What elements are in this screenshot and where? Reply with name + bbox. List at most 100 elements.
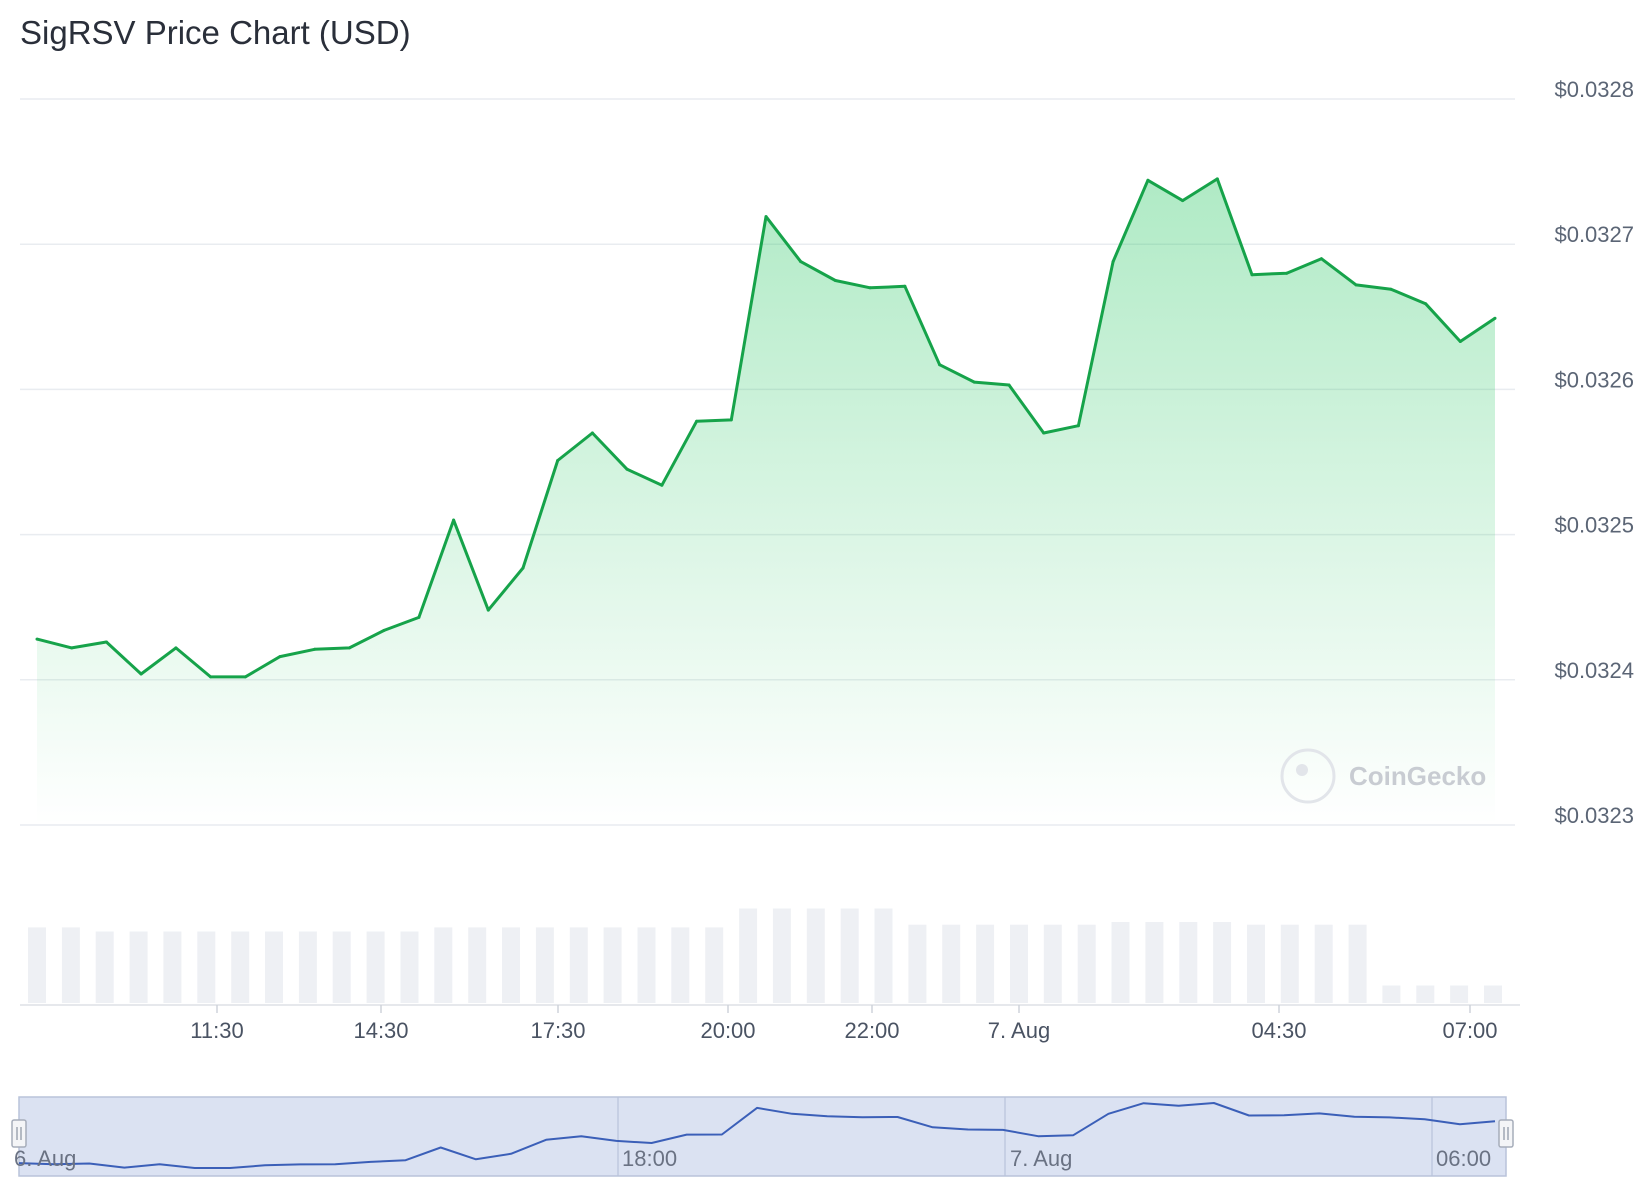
price-point[interactable] (695, 419, 699, 423)
price-point[interactable] (1007, 383, 1011, 387)
volume-bar[interactable] (129, 931, 148, 1004)
price-point[interactable] (1111, 260, 1115, 264)
volume-bar[interactable] (468, 927, 487, 1003)
volume-bar[interactable] (603, 927, 622, 1003)
volume-bar[interactable] (874, 908, 893, 1004)
volume-bar[interactable] (1450, 985, 1469, 1004)
volume-bar[interactable] (332, 931, 351, 1004)
price-point[interactable] (625, 467, 629, 471)
volume-bar[interactable] (265, 931, 283, 1004)
price-point[interactable] (1285, 271, 1289, 275)
volume-bar[interactable] (671, 927, 690, 1003)
price-point[interactable] (972, 380, 976, 384)
price-point[interactable] (1146, 178, 1150, 182)
price-point[interactable] (1354, 283, 1358, 287)
volume-bar[interactable] (1416, 985, 1435, 1004)
volume-bar[interactable] (569, 927, 588, 1003)
volume-bar[interactable] (1382, 985, 1401, 1004)
price-point[interactable] (868, 286, 872, 290)
price-point[interactable] (1319, 257, 1323, 261)
price-point[interactable] (1076, 424, 1080, 428)
price-point[interactable] (799, 260, 803, 264)
volume-bar[interactable] (1077, 924, 1096, 1003)
y-tick-label: $0.0324 (1554, 658, 1634, 683)
navigator-left-handle[interactable] (11, 1119, 27, 1148)
volume-bar[interactable] (366, 931, 385, 1004)
price-point[interactable] (452, 518, 456, 522)
x-tick-label: 20:00 (700, 1018, 755, 1043)
navigator-right-handle[interactable] (1498, 1119, 1514, 1148)
volume-bar[interactable] (908, 924, 927, 1003)
price-point[interactable] (278, 655, 282, 659)
price-point[interactable] (1215, 177, 1219, 181)
volume-bar[interactable] (163, 931, 182, 1004)
volume-bar[interactable] (1314, 924, 1333, 1003)
price-point[interactable] (1493, 316, 1497, 320)
volume-bar[interactable] (61, 927, 80, 1003)
price-point[interactable] (1389, 287, 1393, 291)
x-tick-label: 7. Aug (988, 1018, 1050, 1043)
price-point[interactable] (174, 646, 178, 650)
price-line (35, 177, 1497, 679)
volume-bar[interactable] (637, 927, 656, 1003)
price-point[interactable] (1250, 273, 1254, 277)
price-point[interactable] (1042, 431, 1046, 435)
volume-bar[interactable] (197, 931, 216, 1004)
price-point[interactable] (556, 459, 560, 462)
volume-bar[interactable] (976, 924, 995, 1003)
price-point[interactable] (521, 566, 525, 570)
volume-bar[interactable] (806, 908, 825, 1004)
price-point[interactable] (1181, 199, 1185, 203)
navigator[interactable]: 6. Aug 18:00 7. Aug 06:00 (11, 1096, 1514, 1177)
volume-bar[interactable] (231, 931, 250, 1004)
volume-bar[interactable] (502, 927, 520, 1003)
price-point[interactable] (833, 279, 837, 282)
price-point[interactable] (313, 647, 317, 651)
price-point[interactable] (1424, 302, 1428, 306)
gecko-logo-icon (1280, 748, 1336, 804)
volume-bar[interactable] (705, 927, 724, 1003)
volume-bar[interactable] (942, 924, 961, 1003)
price-point[interactable] (417, 615, 421, 619)
volume-bar[interactable] (840, 908, 859, 1004)
volume-bar[interactable] (1247, 924, 1265, 1003)
x-tick-label: 11:30 (190, 1018, 243, 1043)
y-tick-label: $0.0325 (1554, 513, 1634, 538)
price-point[interactable] (209, 675, 213, 679)
volume-bar[interactable] (1213, 922, 1232, 1003)
price-point[interactable] (1458, 340, 1462, 343)
price-point[interactable] (903, 284, 907, 288)
price-point[interactable] (347, 646, 351, 650)
volume-bar[interactable] (1145, 922, 1164, 1003)
volume-bar[interactable] (1111, 922, 1130, 1003)
navigator-range[interactable] (18, 1096, 1507, 1177)
volume-bar[interactable] (1010, 924, 1028, 1003)
price-point[interactable] (938, 363, 942, 367)
volume-bar[interactable] (772, 908, 791, 1004)
price-point[interactable] (35, 637, 39, 641)
volume-bar[interactable] (95, 931, 114, 1004)
volume-bar[interactable] (1348, 924, 1367, 1003)
price-point[interactable] (139, 672, 143, 676)
price-point[interactable] (660, 483, 664, 487)
volume-bar[interactable] (434, 927, 453, 1003)
price-point[interactable] (729, 418, 733, 422)
volume-bar[interactable] (1280, 924, 1299, 1003)
price-point[interactable] (382, 628, 386, 632)
volume-bar[interactable] (739, 908, 758, 1004)
volume-bar[interactable] (28, 927, 46, 1003)
price-point[interactable] (764, 215, 768, 219)
volume-bar[interactable] (1043, 924, 1062, 1003)
price-point[interactable] (104, 640, 108, 644)
volume-bar[interactable] (1484, 985, 1502, 1004)
price-point[interactable] (243, 675, 247, 679)
x-tick-label: 14:30 (353, 1018, 408, 1043)
price-point[interactable] (590, 431, 594, 435)
volume-bar[interactable] (400, 931, 419, 1004)
volume-bar[interactable] (1179, 922, 1198, 1003)
volume-bar[interactable] (535, 927, 554, 1003)
price-point[interactable] (486, 608, 490, 612)
price-point[interactable] (70, 646, 74, 650)
price-area (37, 178, 1495, 825)
volume-bar[interactable] (298, 931, 317, 1004)
